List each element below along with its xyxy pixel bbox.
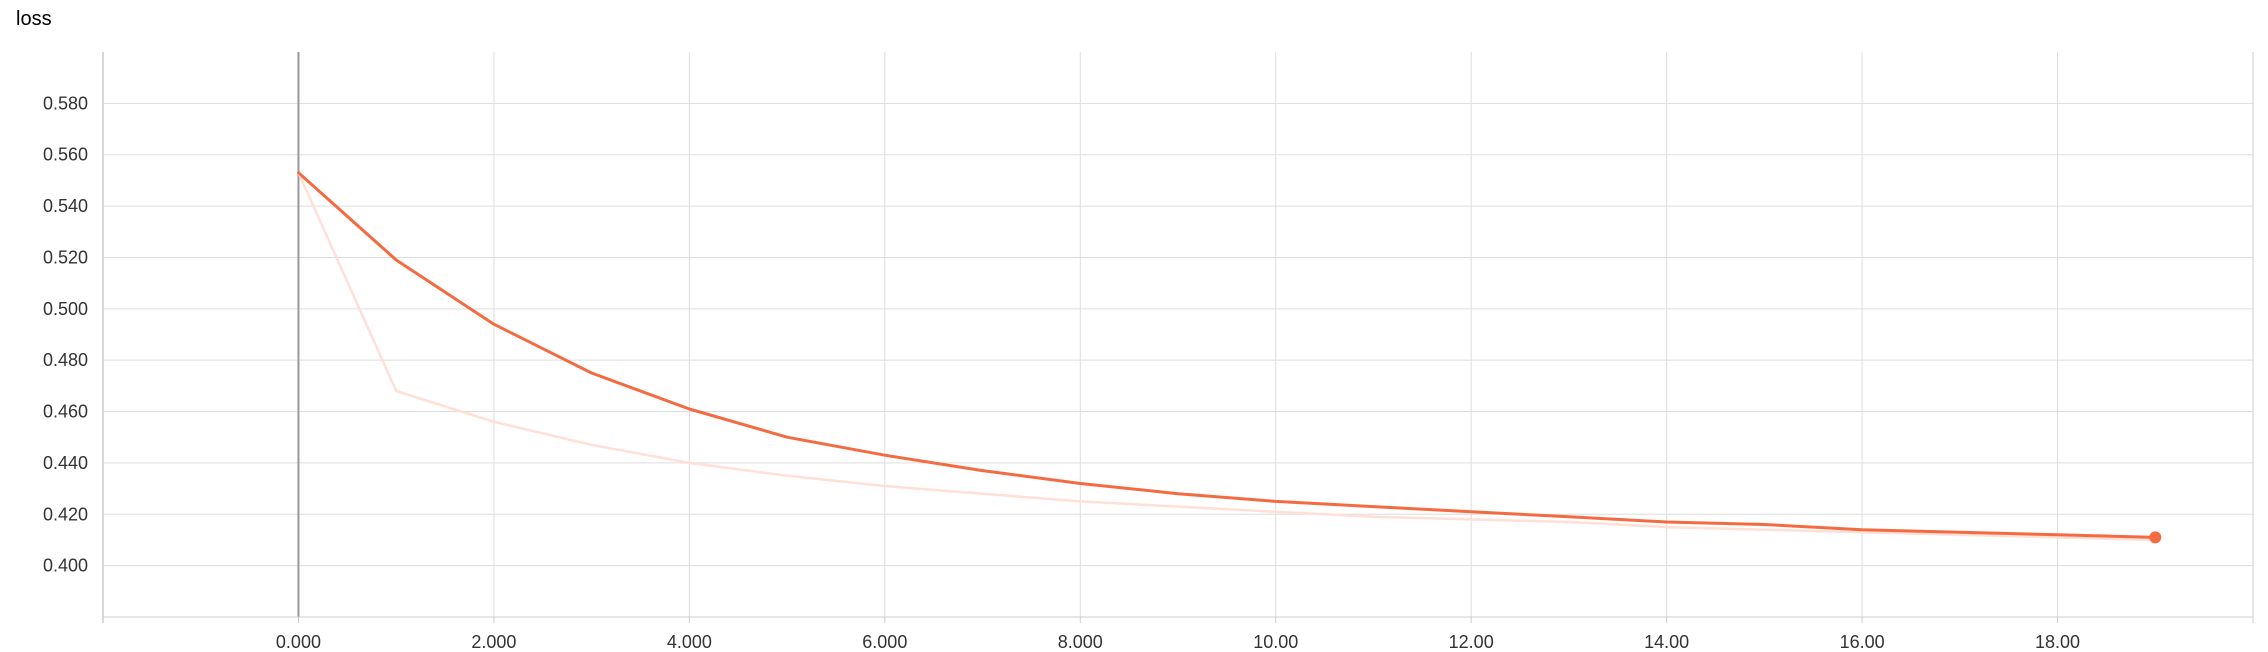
- y-tick-label: 0.420: [43, 504, 88, 524]
- raw-loss-line: [297, 171, 2157, 542]
- y-tick-label: 0.580: [43, 93, 88, 113]
- x-tick-label: 14.00: [1644, 632, 1689, 652]
- y-tick-label: 0.500: [43, 299, 88, 319]
- x-tick-label: 10.00: [1253, 632, 1298, 652]
- y-tick-label: 0.480: [43, 350, 88, 370]
- x-tick-label: 2.000: [471, 632, 516, 652]
- y-tick-label: 0.460: [43, 402, 88, 422]
- x-tick-label: 0.000: [276, 632, 321, 652]
- x-tick-label: 12.00: [1449, 632, 1494, 652]
- grid-layer: [103, 52, 2253, 617]
- axis-layer: [102, 52, 2254, 623]
- y-tick-label: 0.440: [43, 453, 88, 473]
- series-layer: [297, 171, 2162, 544]
- x-tick-label: 16.00: [1840, 632, 1885, 652]
- x-tick-label: 18.00: [2035, 632, 2080, 652]
- x-tick-label: 4.000: [667, 632, 712, 652]
- x-tick-label: 8.000: [1058, 632, 1103, 652]
- last-point-marker: [2149, 531, 2162, 544]
- y-tick-label: 0.400: [43, 556, 88, 576]
- y-tick-label: 0.540: [43, 196, 88, 216]
- y-tick-label: 0.520: [43, 247, 88, 267]
- label-layer: 0.400 0.420 0.440 0.460 0.480 0.500 0.520 0.540…: [43, 93, 2080, 652]
- y-tick-label: 0.560: [43, 145, 88, 165]
- x-tick-label: 6.000: [862, 632, 907, 652]
- smoothed-loss-line: [297, 171, 2157, 539]
- chart-title: loss: [16, 8, 52, 30]
